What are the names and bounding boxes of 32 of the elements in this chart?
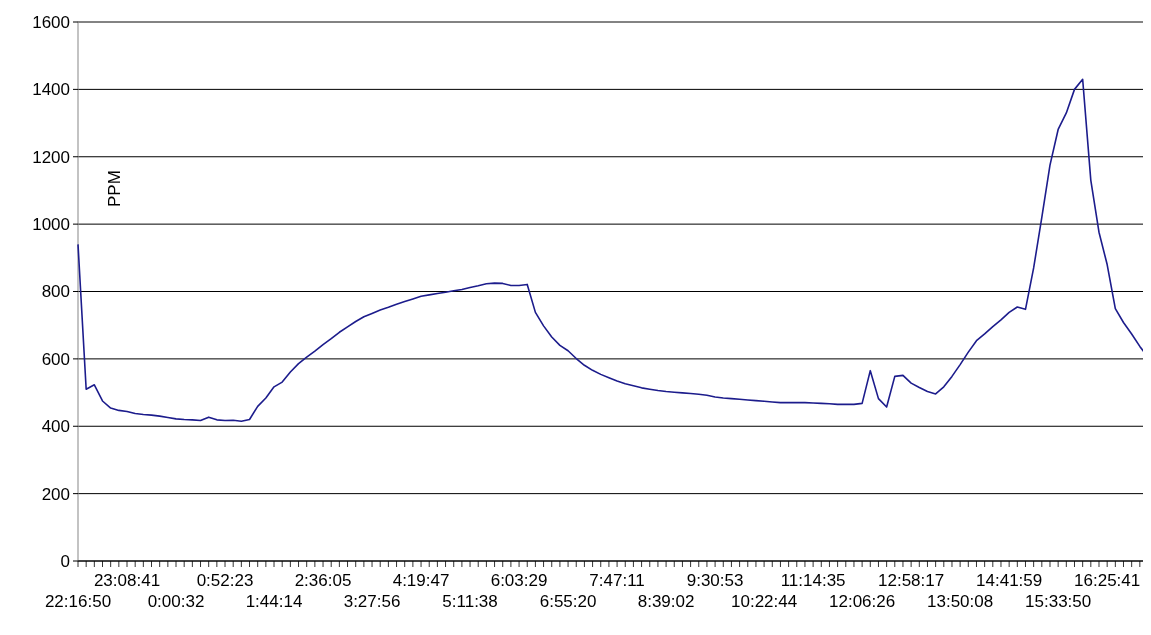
x-tick-label: 2:36:05 [294,570,352,590]
x-tick-label: 13:50:08 [927,591,994,611]
x-tick-label: 8:39:02 [637,591,695,611]
x-tick-label: 10:22:44 [731,591,798,611]
x-tick-label: 0:52:23 [196,570,254,590]
x-tick-label: 6:03:29 [490,570,548,590]
x-tick-label: 12:06:26 [829,591,896,611]
y-tick-label: 200 [41,484,70,504]
x-tick-label: 15:33:50 [1025,591,1092,611]
y-tick-label: 1200 [32,147,70,167]
y-tick-label: 800 [41,282,70,302]
x-tick-label: 6:55:20 [539,591,597,611]
y-tick-label: 400 [41,417,70,437]
y-tick-label: 600 [41,349,70,369]
x-tick-label: 23:08:41 [93,570,161,590]
y-tick-label: 1000 [32,215,70,235]
x-tick-label: 9:30:53 [686,570,744,590]
x-tick-label: 4:19:47 [392,570,450,590]
x-tick-label: 5:11:38 [442,591,498,611]
x-tick-label: 7:47:11 [589,570,645,590]
x-tick-label: 1:44:14 [245,591,303,611]
x-tick-label: 14:41:59 [976,570,1043,590]
y-tick-label: 1600 [32,12,70,32]
x-tick-label: 3:27:56 [343,591,401,611]
y-tick-label: 1400 [32,80,70,100]
x-tick-label: 11:14:35 [780,570,846,590]
y-axis-title: PPM [105,170,124,207]
x-tick-label: 0:00:32 [147,591,205,611]
y-tick-label: 0 [60,551,70,571]
x-tick-label: 12:58:17 [878,570,945,590]
x-tick-label: 22:16:50 [44,591,112,611]
x-tick-label: 16:25:41 [1074,570,1141,590]
